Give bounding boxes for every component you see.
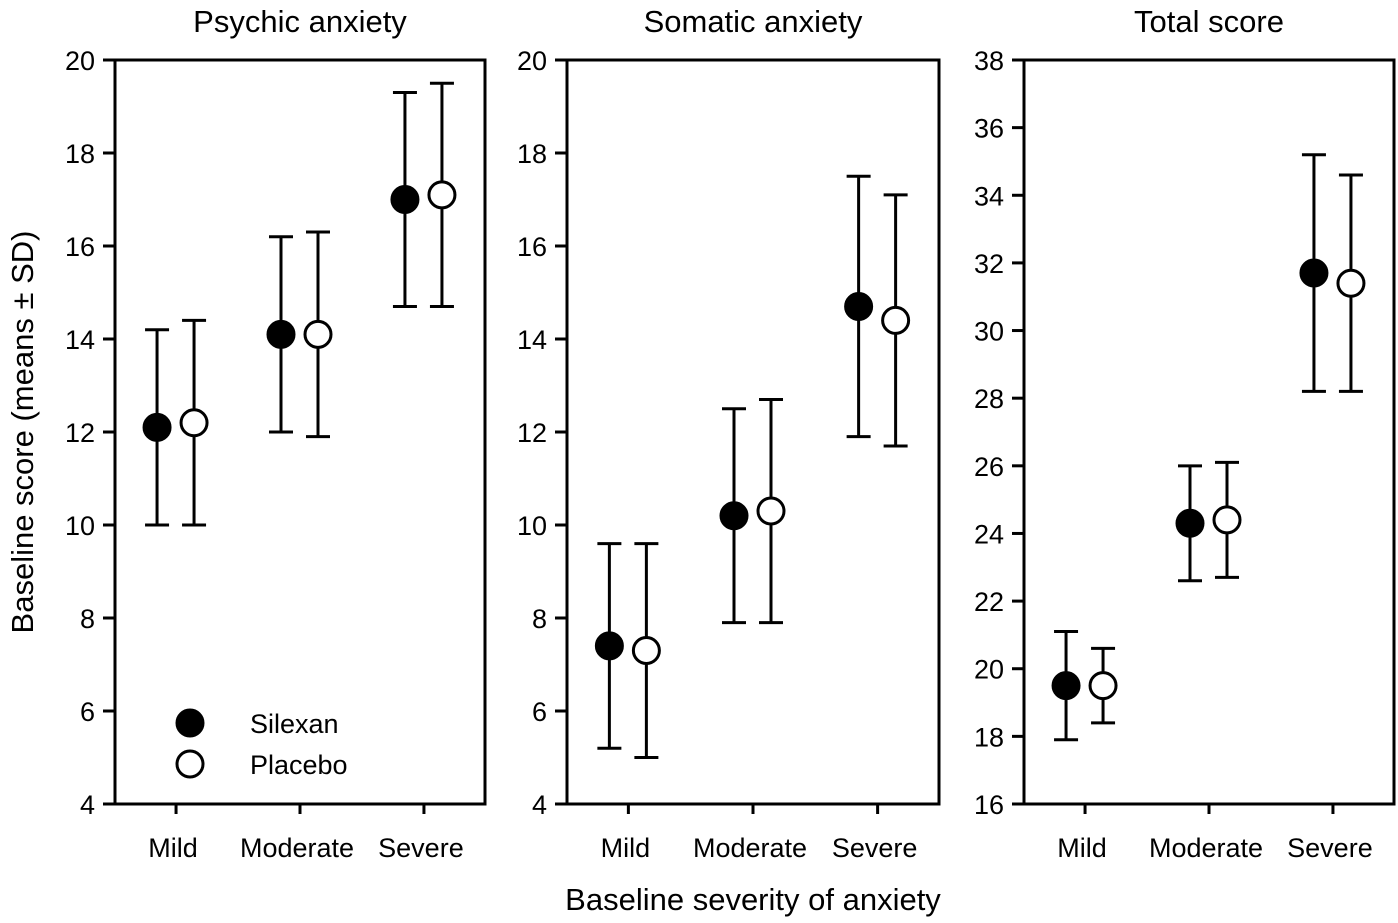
data-point-placebo (179, 408, 209, 438)
y-tick-label: 36 (974, 114, 1004, 144)
legend-label-silexan: Silexan (250, 709, 339, 739)
y-tick-label: 20 (65, 46, 95, 76)
y-tick-label: 16 (517, 232, 547, 262)
y-tick-label: 28 (974, 384, 1004, 414)
x-tick-label: Mild (601, 833, 651, 863)
data-point-silexan (1175, 508, 1205, 538)
data-point-placebo (756, 496, 786, 526)
y-tick-label: 20 (517, 46, 547, 76)
legend: Silexan Placebo (175, 708, 348, 780)
panel-somatic-anxiety: Somatic anxiety 4 6 8 10 12 14 16 18 20 Mild Modera… (517, 4, 941, 863)
y-tick-label: 14 (65, 325, 95, 355)
y-tick-label: 24 (974, 519, 1004, 549)
data-point-silexan (266, 319, 296, 349)
y-axis-label: Baseline score (means ± SD) (5, 231, 40, 634)
y-tick-label: 8 (80, 604, 95, 634)
panel-title: Psychic anxiety (193, 4, 407, 39)
plot-frame (565, 58, 941, 806)
x-tick-label: Severe (1287, 833, 1373, 863)
data-point-silexan (844, 291, 874, 321)
x-tick-label: Severe (378, 833, 464, 863)
y-tick-label: 6 (532, 697, 547, 727)
x-tick-label: Moderate (1149, 833, 1263, 863)
y-tick-label: 12 (517, 418, 547, 448)
y-tick-label: 22 (974, 587, 1004, 617)
x-tick-label: Severe (832, 833, 918, 863)
y-tick-label: 4 (532, 790, 547, 820)
data-point-silexan (142, 412, 172, 442)
y-tick-label: 18 (517, 139, 547, 169)
data-point-placebo (1336, 268, 1366, 298)
legend-label-placebo: Placebo (250, 750, 348, 780)
x-tick-label: Moderate (693, 833, 807, 863)
x-axis-label: Baseline severity of anxiety (565, 882, 941, 917)
y-tick-label: 10 (65, 511, 95, 541)
legend-marker-placebo (175, 749, 205, 779)
y-tick-label: 10 (517, 511, 547, 541)
y-tick-label: 16 (65, 232, 95, 262)
data-point-silexan (1051, 671, 1081, 701)
y-tick-label: 4 (80, 790, 95, 820)
y-tick-label: 20 (974, 655, 1004, 685)
x-tick-label: Moderate (240, 833, 354, 863)
x-tick-label: Mild (1057, 833, 1107, 863)
panel-total-score: Total score 16 18 20 22 24 26 28 30 32 34 36 38 Mild M… (974, 4, 1396, 863)
y-tick-label: 14 (517, 325, 547, 355)
y-tick-label: 32 (974, 249, 1004, 279)
x-tick-label: Mild (148, 833, 198, 863)
panel-title: Somatic anxiety (644, 4, 863, 39)
y-tick-label: 8 (532, 604, 547, 634)
y-tick-label: 26 (974, 452, 1004, 482)
y-tick-label: 18 (65, 139, 95, 169)
y-tick-label: 18 (974, 722, 1004, 752)
data-point-placebo (1212, 505, 1242, 535)
y-tick-label: 16 (974, 790, 1004, 820)
plot-frame (1022, 58, 1396, 806)
legend-marker-silexan (175, 708, 205, 738)
data-point-placebo (303, 319, 333, 349)
panel-title: Total score (1134, 4, 1284, 39)
y-tick-label: 12 (65, 418, 95, 448)
y-tick-label: 30 (974, 317, 1004, 347)
data-point-silexan (1299, 258, 1329, 288)
data-point-placebo (631, 636, 661, 666)
data-point-silexan (719, 501, 749, 531)
y-tick-label: 38 (974, 46, 1004, 76)
y-tick-label: 6 (80, 697, 95, 727)
data-point-placebo (881, 305, 911, 335)
data-point-placebo (427, 180, 457, 210)
panel-psychic-anxiety: Psychic anxiety 4 6 8 10 12 14 16 18 20 Mild Modera… (65, 4, 487, 863)
data-point-placebo (1088, 671, 1118, 701)
data-point-silexan (390, 185, 420, 214)
data-point-silexan (594, 631, 624, 661)
y-tick-label: 34 (974, 181, 1004, 211)
